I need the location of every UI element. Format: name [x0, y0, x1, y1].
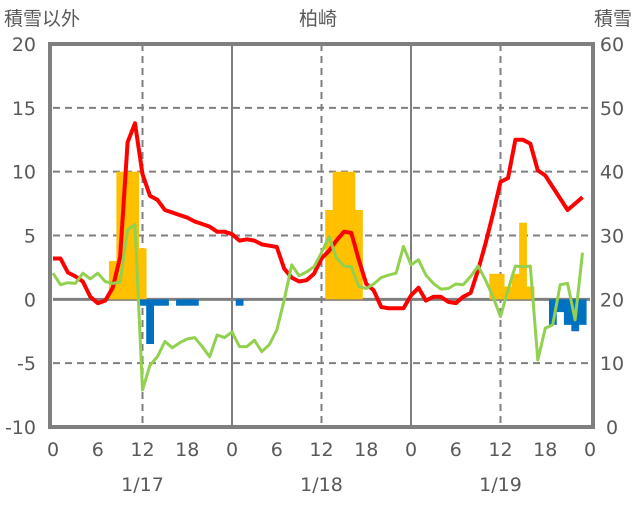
x-tick-label: 6 [271, 439, 283, 461]
bar-negative [236, 299, 244, 305]
right-axis-title: 積雪 [594, 8, 632, 30]
bar-negative [184, 299, 192, 305]
y-right-tick-label: 30 [600, 226, 624, 248]
x-tick-label: 12 [488, 439, 512, 461]
bar-positive [139, 248, 147, 299]
y-left-tick-label: 10 [12, 162, 36, 184]
bar-positive [519, 223, 527, 300]
chart-title: 柏崎 [299, 8, 337, 30]
y-right-tick-label: 0 [606, 417, 618, 439]
bar-negative [161, 299, 169, 305]
y-left-tick-label: 20 [12, 34, 36, 56]
y-left-tick-label: -10 [5, 417, 36, 439]
y-left-tick-label: 0 [24, 289, 36, 311]
x-tick-label: 6 [450, 439, 462, 461]
date-label: 1/18 [300, 474, 343, 496]
bar-negative [146, 299, 154, 344]
y-left-tick-label: 15 [12, 98, 36, 120]
x-tick-label: 18 [533, 439, 557, 461]
x-tick-label: 12 [130, 439, 154, 461]
y-right-tick-label: 50 [600, 98, 624, 120]
bar-negative [176, 299, 184, 305]
x-tick-label: 0 [584, 439, 596, 461]
bars [109, 172, 587, 344]
y-right-tick-label: 40 [600, 162, 624, 184]
x-tick-label: 0 [47, 439, 59, 461]
x-tick-label: 0 [405, 439, 417, 461]
x-tick-label: 6 [92, 439, 104, 461]
date-label: 1/17 [121, 474, 164, 496]
bar-positive [497, 274, 505, 300]
y-left-tick-label: -5 [17, 353, 36, 375]
y-right-tick-label: 20 [600, 289, 624, 311]
x-tick-label: 12 [309, 439, 333, 461]
x-tick-label: 0 [226, 439, 238, 461]
bar-negative [154, 299, 162, 305]
date-label: 1/19 [479, 474, 522, 496]
x-tick-label: 18 [175, 439, 199, 461]
y-right-tick-label: 10 [600, 353, 624, 375]
bar-negative [191, 299, 199, 305]
y-right-tick-label: 60 [600, 34, 624, 56]
x-tick-label: 18 [354, 439, 378, 461]
left-axis-title: 積雪以外 [4, 8, 80, 30]
bar-negative [579, 299, 587, 325]
y-left-tick-label: 5 [24, 226, 36, 248]
